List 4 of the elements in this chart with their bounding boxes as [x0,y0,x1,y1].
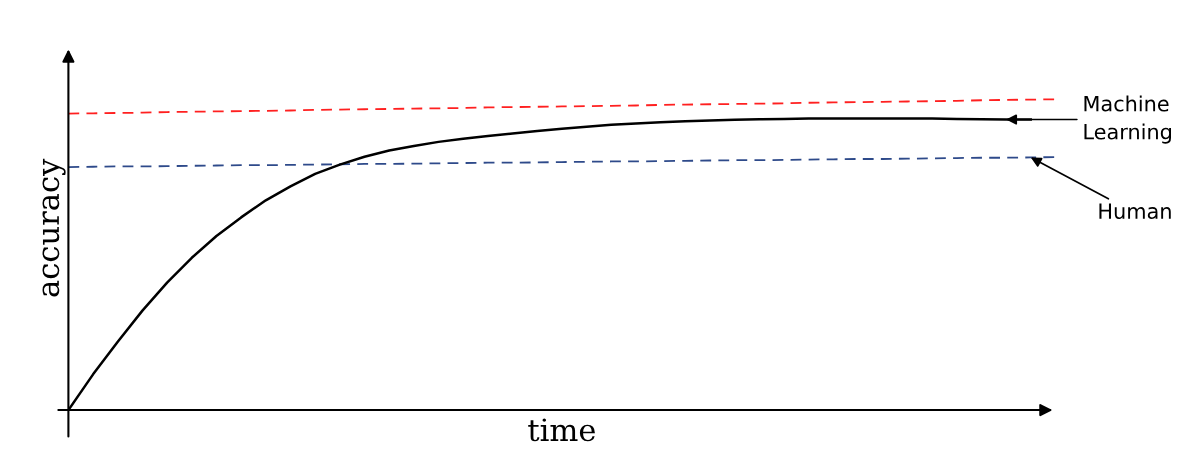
x-axis-title: time [528,418,595,442]
legend-label: Machine Learning [1084,95,1171,144]
y-axis-title: accuracy [42,158,66,297]
text: Human [1099,203,1171,220]
